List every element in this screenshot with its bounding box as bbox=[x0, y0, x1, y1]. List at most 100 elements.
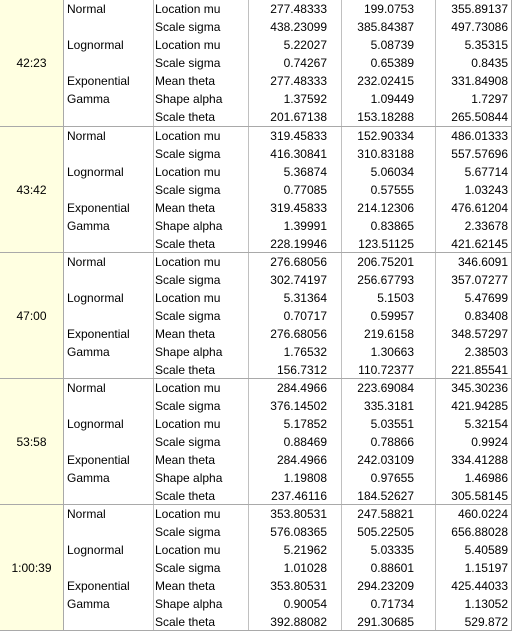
distribution-label: Normal bbox=[67, 129, 106, 143]
upper-bound-value: 460.0224 bbox=[457, 507, 508, 521]
upper-bound-value: 0.9924 bbox=[471, 435, 508, 449]
parameter-label: Scale sigma bbox=[155, 147, 221, 161]
table-row: Lognormal Location mu 5.21962 5.03335 5.4058… bbox=[64, 541, 512, 559]
estimate-value: 319.45833 bbox=[270, 201, 327, 215]
upper-bound-value: 476.61204 bbox=[451, 201, 508, 215]
lower-bound-value: 242.03109 bbox=[357, 453, 414, 467]
parameter-label: Scale sigma bbox=[155, 435, 221, 449]
distribution-label: Exponential bbox=[67, 74, 130, 88]
upper-bound-value: 355.89137 bbox=[451, 2, 508, 16]
estimate-value: 1.19808 bbox=[283, 471, 327, 485]
parameter-label: Mean theta bbox=[155, 453, 216, 467]
distribution-label: Lognormal bbox=[67, 417, 124, 431]
estimate-value: 5.17852 bbox=[283, 417, 327, 431]
parameter-label: Shape alpha bbox=[155, 219, 223, 233]
distribution-label: Normal bbox=[67, 381, 106, 395]
table-row: Scale sigma 0.88469 0.78866 0.9924 bbox=[64, 433, 512, 451]
estimate-value: 416.30841 bbox=[270, 147, 327, 161]
upper-bound-value: 529.872 bbox=[464, 615, 508, 629]
parameter-label: Mean theta bbox=[155, 579, 216, 593]
table-row: Exponential Mean theta 277.48333 232.02415 3… bbox=[64, 72, 512, 90]
upper-bound-value: 1.7297 bbox=[471, 92, 508, 106]
parameter-label: Location mu bbox=[155, 2, 221, 16]
lower-bound-value: 153.18288 bbox=[357, 110, 414, 124]
parameter-label: Scale theta bbox=[155, 110, 216, 124]
time-label: 47:00 bbox=[0, 253, 64, 378]
upper-bound-value: 421.94285 bbox=[451, 399, 508, 413]
lower-bound-value: 0.78866 bbox=[370, 435, 414, 449]
upper-bound-value: 425.44033 bbox=[451, 579, 508, 593]
upper-bound-value: 357.07277 bbox=[451, 273, 508, 287]
table-row: Scale sigma 302.74197 256.67793 357.07277 bbox=[64, 271, 512, 289]
column-divider bbox=[435, 505, 436, 630]
upper-bound-value: 5.32154 bbox=[464, 417, 508, 431]
upper-bound-value: 497.73086 bbox=[451, 20, 508, 34]
column-divider bbox=[248, 0, 249, 126]
estimate-value: 276.68056 bbox=[270, 255, 327, 269]
table-row: Normal Location mu 284.4966 223.69084 345.30… bbox=[64, 379, 512, 397]
lower-bound-value: 505.22505 bbox=[357, 525, 414, 539]
table-row: Normal Location mu 277.48333 199.0753 355.89… bbox=[64, 0, 512, 18]
table-row: Scale sigma 376.14502 335.3181 421.94285 bbox=[64, 397, 512, 415]
table-row: Scale theta 228.19946 123.51125 421.62145 bbox=[64, 235, 512, 253]
time-label: 1:00:39 bbox=[0, 505, 64, 630]
column-divider bbox=[435, 379, 436, 504]
table-row: Scale theta 201.67138 153.18288 265.50844 bbox=[64, 108, 512, 126]
time-group: 42:23 Normal Location mu 277.48333 199.0753 3… bbox=[0, 0, 512, 127]
distribution-label: Exponential bbox=[67, 453, 130, 467]
upper-bound-value: 557.57696 bbox=[451, 147, 508, 161]
parameter-label: Scale theta bbox=[155, 363, 216, 377]
lower-bound-value: 0.83865 bbox=[370, 219, 414, 233]
upper-bound-value: 346.6091 bbox=[457, 255, 508, 269]
time-group: 47:00 Normal Location mu 276.68056 206.75201… bbox=[0, 253, 512, 379]
distribution-label: Gamma bbox=[67, 471, 110, 485]
upper-bound-value: 0.8435 bbox=[471, 56, 508, 70]
upper-bound-value: 345.30236 bbox=[451, 381, 508, 395]
parameter-label: Location mu bbox=[155, 291, 221, 305]
upper-bound-value: 331.84908 bbox=[451, 74, 508, 88]
upper-bound-value: 2.33678 bbox=[464, 219, 508, 233]
estimate-value: 284.4966 bbox=[276, 453, 327, 467]
table-row: Scale sigma 0.77085 0.57555 1.03243 bbox=[64, 181, 512, 199]
parameter-label: Shape alpha bbox=[155, 345, 223, 359]
parameter-label: Location mu bbox=[155, 38, 221, 52]
estimate-value: 0.90054 bbox=[283, 597, 327, 611]
lower-bound-value: 0.71734 bbox=[370, 597, 414, 611]
upper-bound-value: 5.47699 bbox=[464, 291, 508, 305]
estimate-value: 0.74267 bbox=[283, 56, 327, 70]
column-divider bbox=[153, 505, 154, 630]
parameter-label: Scale sigma bbox=[155, 273, 221, 287]
parameter-label: Mean theta bbox=[155, 74, 216, 88]
lower-bound-value: 214.12306 bbox=[357, 201, 414, 215]
time-label: 42:23 bbox=[0, 0, 64, 126]
lower-bound-value: 152.90334 bbox=[357, 129, 414, 143]
parameter-label: Location mu bbox=[155, 381, 221, 395]
column-divider bbox=[248, 127, 249, 252]
estimate-value: 353.80531 bbox=[270, 507, 327, 521]
distribution-label: Lognormal bbox=[67, 165, 124, 179]
estimate-value: 1.39991 bbox=[283, 219, 327, 233]
lower-bound-value: 294.23209 bbox=[357, 579, 414, 593]
estimate-value: 277.48333 bbox=[270, 2, 327, 16]
parameter-label: Location mu bbox=[155, 129, 221, 143]
table-row: Lognormal Location mu 5.36874 5.06034 5.6771… bbox=[64, 163, 512, 181]
upper-bound-value: 0.83408 bbox=[464, 309, 508, 323]
column-divider bbox=[341, 505, 342, 630]
table-row: Exponential Mean theta 276.68056 219.6158 34… bbox=[64, 325, 512, 343]
parameter-label: Mean theta bbox=[155, 201, 216, 215]
estimate-value: 1.37592 bbox=[283, 92, 327, 106]
upper-bound-value: 334.41288 bbox=[451, 453, 508, 467]
estimate-value: 5.31364 bbox=[283, 291, 327, 305]
column-divider bbox=[153, 0, 154, 126]
column-divider bbox=[153, 127, 154, 252]
estimate-value: 228.19946 bbox=[270, 237, 327, 251]
lower-bound-value: 310.83188 bbox=[357, 147, 414, 161]
distribution-label: Normal bbox=[67, 255, 106, 269]
column-divider bbox=[248, 505, 249, 630]
column-divider bbox=[248, 379, 249, 504]
table-row: Normal Location mu 353.80531 247.58821 460.0… bbox=[64, 505, 512, 523]
upper-bound-value: 421.62145 bbox=[451, 237, 508, 251]
column-divider bbox=[153, 379, 154, 504]
parameter-label: Location mu bbox=[155, 255, 221, 269]
distribution-label: Exponential bbox=[67, 579, 130, 593]
